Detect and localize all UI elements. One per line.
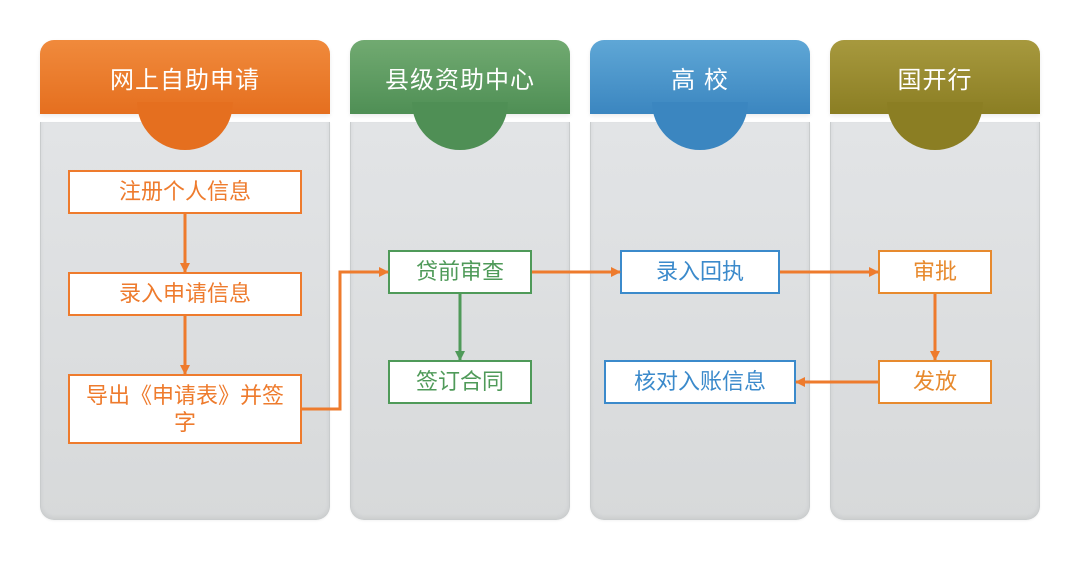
step-s12: 录入申请信息 <box>68 272 302 316</box>
step-s11: 注册个人信息 <box>68 170 302 214</box>
step-s21: 贷前审查 <box>388 250 532 294</box>
column-panel <box>590 122 810 520</box>
step-s32: 核对入账信息 <box>604 360 796 404</box>
column-panel <box>830 122 1040 520</box>
step-s41: 审批 <box>878 250 992 294</box>
flow-canvas: 网上自助申请县级资助中心高 校国开行注册个人信息录入申请信息导出《申请表》并签字… <box>40 40 1040 540</box>
step-s31: 录入回执 <box>620 250 780 294</box>
step-s13: 导出《申请表》并签字 <box>68 374 302 444</box>
step-s42: 发放 <box>878 360 992 404</box>
column-panel <box>350 122 570 520</box>
step-s22: 签订合同 <box>388 360 532 404</box>
